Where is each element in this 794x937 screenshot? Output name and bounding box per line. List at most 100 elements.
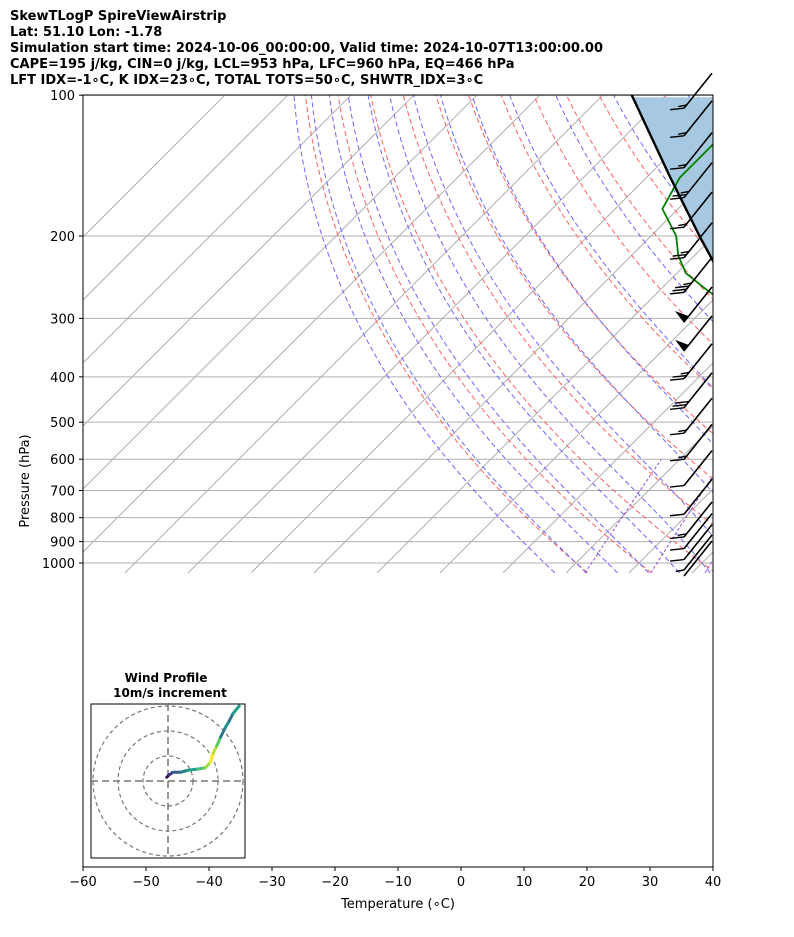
moist-adiabat-line [787, 95, 794, 573]
moist-adiabat-line [310, 95, 587, 574]
isotherm-line [439, 299, 713, 574]
wind-barb-feather [678, 533, 687, 537]
wind-barb-shaft [683, 72, 713, 109]
wind-barb-shaft [683, 501, 713, 538]
isotherm-line [755, 95, 794, 573]
x-tick-label: −40 [195, 875, 222, 890]
wind-barb [670, 162, 713, 200]
wind-barb-shaft [683, 100, 713, 137]
dry-adiabat-line [402, 95, 713, 526]
wind-barb [670, 524, 713, 562]
dry-adiabat-line [762, 95, 794, 573]
wind-barb [670, 222, 713, 260]
wind-barb-feather [678, 429, 687, 433]
y-tick-label: 100 [50, 89, 75, 104]
moist-adiabat-line [389, 95, 711, 574]
wind-barb-feather [670, 484, 685, 488]
wind-barb-feather [670, 558, 685, 562]
location-text: Lat: 51.10 Lon: -1.78 [10, 25, 163, 40]
isotherm-line [83, 95, 478, 490]
wind-barb-feather [670, 536, 685, 540]
y-tick-label: 700 [50, 485, 75, 500]
wind-barb-feather [672, 374, 687, 378]
moist-adiabat-line [367, 95, 680, 574]
wind-barb-flag [675, 311, 690, 323]
moist-adiabat-line [328, 95, 618, 574]
chart-header: SkewTLogP SpireViewAirstrip Lat: 51.10 L… [10, 9, 780, 89]
wind-barb-shaft [683, 540, 713, 577]
inset-title: Wind Profile [125, 671, 208, 685]
wind-barb [670, 191, 713, 230]
wind-barb [675, 315, 713, 352]
isotherm-line [83, 95, 289, 301]
y-tick-label: 500 [50, 416, 75, 431]
wind-barb [670, 343, 713, 381]
indices-text: LFT IDX=-1∘C, K IDX=23∘C, TOTAL TOTS=50∘… [10, 73, 484, 88]
mixing-ratio-line [704, 558, 713, 574]
temperature-line [768, 95, 794, 563]
wind-barb-shaft [683, 513, 713, 550]
cape-text: CAPE=195 j/kg, CIN=0 j/kg, LCL=953 hPa, … [10, 57, 515, 72]
dry-adiabat-line [730, 95, 794, 573]
isotherm-line [83, 95, 541, 553]
wind-barb [670, 501, 713, 540]
wind-barb [670, 397, 713, 436]
wind-barb-shaft [683, 423, 713, 460]
isotherm-line [83, 95, 352, 364]
moist-adiabat-line [440, 95, 713, 494]
wind-barb-feather [678, 455, 687, 459]
wind-barb-shaft [683, 397, 713, 434]
wind-barb-feather [670, 226, 685, 230]
dry-adiabat-line [370, 95, 713, 572]
wind-barb-feather [670, 547, 685, 551]
wind-barb-feather [674, 400, 690, 404]
wind-barb-shaft [683, 132, 713, 169]
x-tick-label: 30 [642, 875, 659, 890]
wind-barb [675, 286, 713, 323]
wind-barb-feather [680, 190, 690, 194]
mixing-ratio-line [763, 459, 794, 573]
wind-barb [670, 372, 713, 410]
y-tick-label: 200 [50, 230, 75, 245]
wind-barb-feather [670, 407, 685, 410]
wind-barb-feather [670, 513, 685, 517]
wind-barb-feather [678, 132, 687, 135]
y-axis-label: Pressure (hPa) [18, 434, 33, 527]
x-tick-label: 10 [516, 875, 533, 890]
x-axis-label: Temperature (∘C) [340, 897, 455, 912]
wind-barb [675, 534, 713, 573]
time-text: Simulation start time: 2024-10-06_00:00:… [10, 41, 603, 56]
wind-barb-feather [670, 196, 685, 200]
wind-barb-shaft [683, 524, 713, 561]
wind-barb [670, 478, 713, 517]
wind-barb [670, 450, 713, 488]
hodograph-segment [209, 752, 215, 764]
chart-title: SkewTLogP SpireViewAirstrip [10, 9, 227, 24]
wind-barb-feather [670, 135, 685, 139]
hodograph-segment [219, 725, 227, 739]
wind-barb [670, 423, 713, 462]
dry-adiabat-line [566, 95, 713, 301]
dewpoint-line [661, 142, 713, 296]
wind-barb-feather [672, 403, 687, 407]
y-tick-label: 900 [50, 536, 75, 551]
y-tick-label: 600 [50, 453, 75, 468]
wind-barb-feather [670, 432, 685, 436]
y-tick-label: 1000 [42, 557, 75, 572]
wind-barb-feather [680, 250, 690, 254]
dry-adiabat-line [500, 95, 713, 390]
x-tick-label: −20 [321, 875, 348, 890]
isotherm-line [628, 488, 713, 574]
isotherm-line [83, 95, 415, 427]
isotherm-line [565, 425, 713, 574]
x-tick-label: −10 [384, 875, 411, 890]
wind-barb [670, 256, 713, 295]
wind-barb-shaft [683, 450, 713, 487]
wind-barb-shaft [683, 478, 713, 515]
moist-adiabat-line [293, 95, 556, 574]
inset-subtitle: 10m/s increment [113, 686, 227, 700]
wind-barb-feather [683, 282, 692, 286]
hodograph-segment [231, 704, 241, 715]
y-tick-label: 300 [50, 312, 75, 327]
